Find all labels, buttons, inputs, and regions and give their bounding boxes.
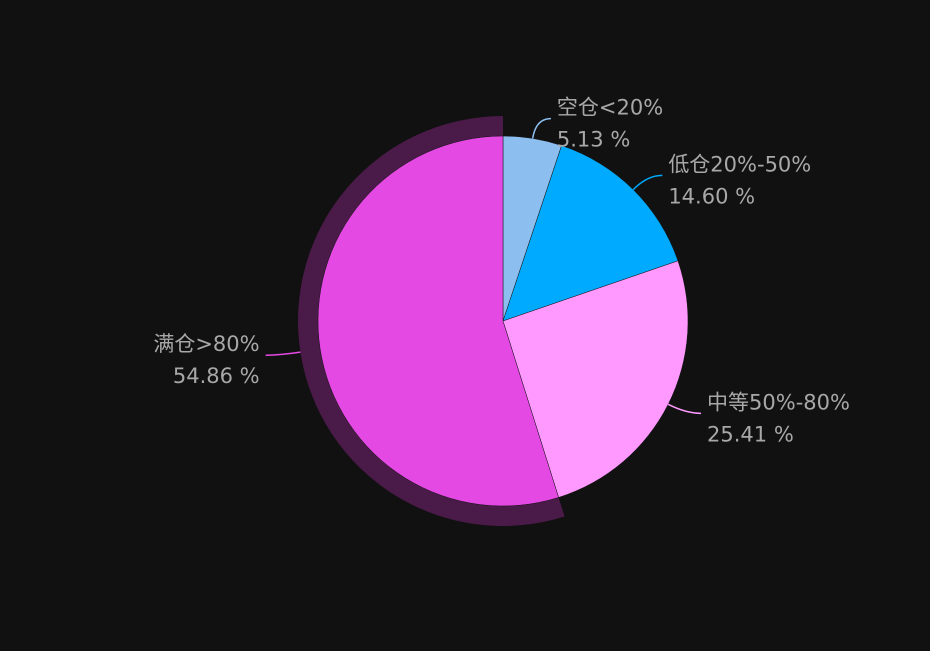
pie-slice bbox=[317, 135, 559, 507]
slice-label: 低仓20%-50% bbox=[668, 152, 811, 176]
leader-line bbox=[632, 174, 663, 191]
pie-slice bbox=[502, 260, 689, 498]
slice-label: 中等50%-80% bbox=[707, 390, 850, 414]
pie-slice bbox=[502, 145, 679, 322]
leader-line bbox=[667, 403, 702, 415]
slice-value-label: 5.13 % bbox=[557, 128, 630, 152]
slice-value-label: 25.41 % bbox=[707, 422, 794, 446]
leader-line bbox=[531, 117, 551, 139]
slice-value-label: 54.86 % bbox=[173, 364, 260, 388]
slice-label: 空仓<20% bbox=[557, 96, 663, 120]
slice-value-label: 14.60 % bbox=[668, 184, 755, 208]
slice-label: 满仓>80% bbox=[153, 332, 259, 356]
leader-line bbox=[265, 351, 301, 356]
